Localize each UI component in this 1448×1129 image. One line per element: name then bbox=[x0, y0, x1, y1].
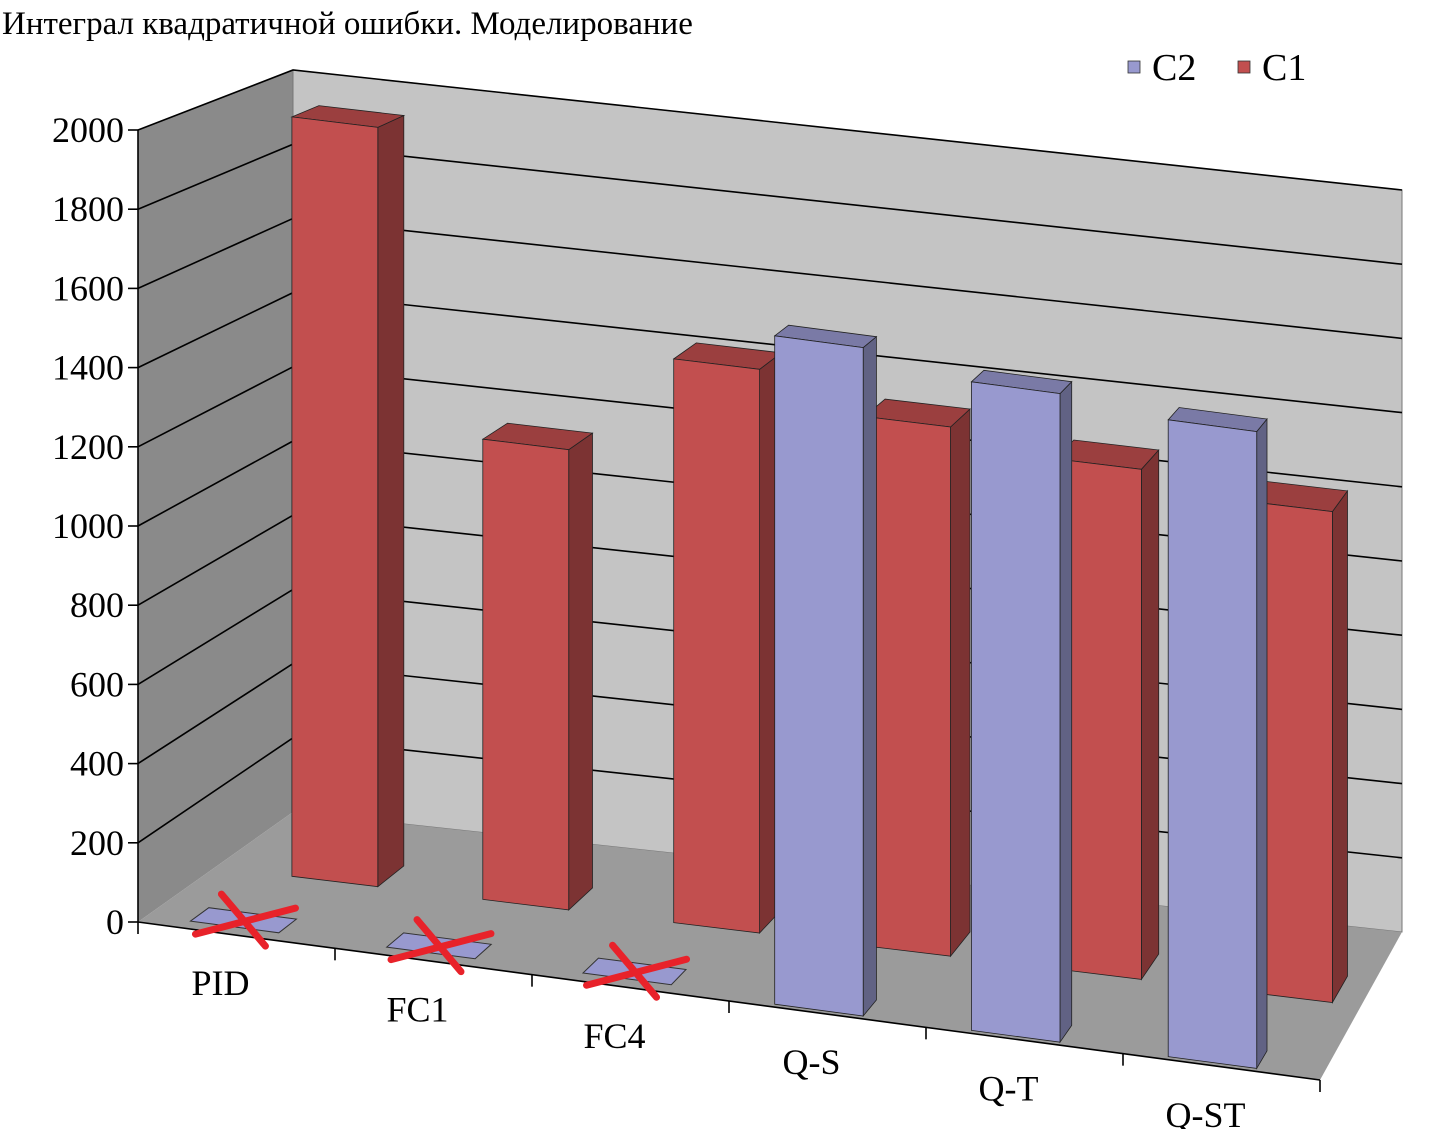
bar-c1-fc4 bbox=[672, 342, 783, 935]
bars bbox=[189, 105, 1349, 1070]
bar-c2-q-s-side bbox=[862, 335, 877, 1018]
floor bbox=[138, 812, 1402, 1080]
cross-mark-icon bbox=[609, 941, 661, 1001]
legend: C2 C1 bbox=[1127, 47, 1306, 89]
bar-c1-fc1 bbox=[481, 422, 594, 911]
y-tick-label: 1000 bbox=[52, 506, 124, 546]
cross-mark-icon bbox=[413, 916, 465, 976]
bar-c2-fc4 bbox=[581, 941, 691, 1001]
y-tick-label: 600 bbox=[70, 664, 124, 704]
y-tick-label: 0 bbox=[106, 902, 124, 942]
bar-c2-q-st-front bbox=[1167, 419, 1258, 1069]
bar-c1-pid-front bbox=[291, 116, 379, 888]
bar-c1-q-t-side bbox=[1141, 448, 1160, 981]
bar-c1-q-st bbox=[1245, 480, 1349, 1005]
legend-swatch bbox=[1127, 60, 1141, 74]
x-tick-label: Q-T bbox=[979, 1069, 1039, 1109]
legend-item-c2: C2 bbox=[1127, 47, 1196, 89]
y-tick-label: 200 bbox=[70, 823, 124, 863]
bar-c2-q-st-side bbox=[1256, 417, 1268, 1070]
bar-c1-q-s bbox=[863, 398, 971, 958]
side-wall bbox=[138, 70, 293, 922]
y-tick-label: 400 bbox=[70, 744, 124, 784]
legend-label: C2 bbox=[1152, 47, 1196, 89]
bar-c2-fc1 bbox=[385, 916, 495, 976]
bar-c1-q-s-front bbox=[864, 416, 951, 957]
bar-c2-q-t-front bbox=[971, 381, 1061, 1043]
bar-c1-q-st-side bbox=[1332, 489, 1348, 1005]
x-tick-label: PID bbox=[191, 963, 249, 1003]
bar-c1-fc1-side bbox=[568, 432, 593, 911]
cross-mark-icon bbox=[217, 890, 269, 950]
bar-c1-q-s-side bbox=[950, 408, 971, 958]
x-tick-label: FC1 bbox=[386, 990, 448, 1030]
bar-c2-q-t-side bbox=[1059, 380, 1073, 1044]
bar-c1-q-t bbox=[1054, 439, 1160, 981]
bar-c2-q-s-front bbox=[774, 335, 864, 1017]
x-tick-label: FC4 bbox=[583, 1016, 645, 1056]
bar-c2-pid bbox=[189, 890, 299, 950]
bar-c2-q-st bbox=[1167, 407, 1268, 1070]
y-tick-label: 1200 bbox=[52, 427, 124, 467]
bar-c2-q-t bbox=[970, 369, 1073, 1044]
bar-c2-q-s bbox=[773, 324, 878, 1018]
y-tick-label: 800 bbox=[70, 585, 124, 625]
legend-item-c1: C1 bbox=[1237, 47, 1306, 89]
legend-swatch bbox=[1237, 60, 1251, 74]
bar-c1-pid bbox=[290, 105, 406, 888]
x-tick-label: Q-ST bbox=[1166, 1095, 1246, 1129]
bar-c1-fc1-front bbox=[482, 438, 570, 911]
y-tick-label: 2000 bbox=[52, 110, 124, 150]
y-tick-label: 1600 bbox=[52, 268, 124, 308]
chart-title: Интеграл квадратичной ошибки. Моделирова… bbox=[2, 6, 693, 42]
x-axis: PID FC1 FC4 Q-S Q-T Q-ST bbox=[137, 921, 1321, 1129]
bar-c1-fc4-front bbox=[673, 358, 760, 934]
bar-c1-pid-side bbox=[377, 114, 405, 888]
y-tick-label: 1400 bbox=[52, 348, 124, 388]
x-tick-label: Q-S bbox=[782, 1042, 840, 1082]
legend-label: C1 bbox=[1262, 47, 1306, 89]
gridline bbox=[137, 69, 1403, 191]
y-tick-label: 1800 bbox=[52, 189, 124, 229]
y-axis: 0 200 400 600 800 1000 1200 1400 1600 1800 2000 bbox=[52, 110, 139, 942]
